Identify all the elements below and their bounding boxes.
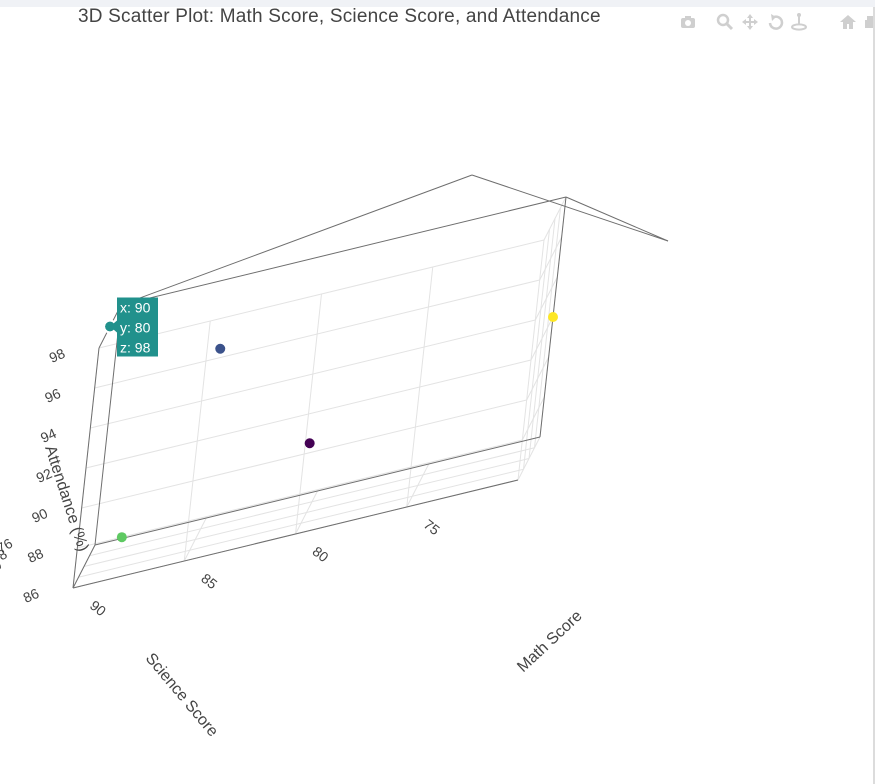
right-edge <box>873 7 875 784</box>
z-tick-label: 86 <box>21 585 42 606</box>
y-axis-title: Science Score <box>142 650 221 740</box>
camera-icon[interactable] <box>678 12 698 32</box>
z-axis-title: Attendance (%) <box>41 444 91 554</box>
frame-edge-top-right <box>471 174 669 242</box>
grid-line-z-back <box>94 279 540 389</box>
frame-edge-top-right-short <box>565 196 669 242</box>
frame-edge-bottom-front <box>94 436 541 546</box>
hover-box <box>110 297 158 357</box>
x-tick-label: 85 <box>198 570 220 592</box>
data-points[interactable] <box>105 312 558 543</box>
z-tick-label: 90 <box>29 505 50 526</box>
hover-tooltip: x: 90 y: 80 z: 98 <box>103 297 158 357</box>
data-point[interactable] <box>116 532 127 543</box>
z-tick-label: 88 <box>25 545 46 566</box>
y-tick-label: 78 <box>0 545 10 567</box>
data-point[interactable] <box>548 312 558 322</box>
z-tick-label: 96 <box>42 385 63 406</box>
reset-camera-icon[interactable] <box>861 12 873 32</box>
grid-line-z-back <box>85 359 532 469</box>
y-tick-label: 80 <box>0 556 4 578</box>
x-tick-label: 80 <box>310 543 332 565</box>
orbit-rotation-icon[interactable] <box>766 12 786 32</box>
top-strip <box>0 0 875 7</box>
grid-line-z-back <box>81 399 527 509</box>
grid-line-z-side <box>534 276 558 321</box>
chart-title: 3D Scatter Plot: Math Score, Science Sco… <box>78 6 601 27</box>
frame-edge-left-vertical <box>94 304 122 546</box>
x-tick-label: 75 <box>421 516 443 538</box>
z-tick-label: 98 <box>47 345 68 366</box>
axis-frame <box>72 174 669 589</box>
frame-edge-top-back <box>120 174 473 306</box>
x-axis-line <box>72 479 519 589</box>
grid-line-z-back <box>90 319 536 429</box>
grid-line-z-side <box>543 196 567 241</box>
grid-line-z-side <box>539 236 563 281</box>
grid-line-z-side <box>526 356 550 401</box>
x-axis-title: Math Score <box>514 608 586 676</box>
grid-line-z-side <box>530 316 554 361</box>
hover-label: z: 98 <box>120 340 151 356</box>
x-tick-label: 90 <box>87 597 109 619</box>
turntable-rotation-icon[interactable] <box>789 12 809 32</box>
grid-line-z-back <box>77 439 523 549</box>
grid-line-y-floor <box>89 447 535 557</box>
grid-line-y-floor <box>83 458 530 567</box>
data-point[interactable] <box>215 343 226 354</box>
zoom-icon[interactable] <box>715 12 735 32</box>
z-tick-label: 94 <box>38 425 59 446</box>
home-icon[interactable] <box>838 12 858 32</box>
pan-icon[interactable] <box>740 12 760 32</box>
grid-line-z-side <box>521 396 545 441</box>
hover-label: x: 90 <box>120 300 151 316</box>
y-axis-line <box>72 544 96 589</box>
hover-label: y: 80 <box>120 320 151 336</box>
grid-line-z-back <box>98 239 545 349</box>
grid-lines <box>72 196 567 589</box>
data-point[interactable] <box>304 438 315 449</box>
z-tick-label: 92 <box>34 465 55 486</box>
frame-edge-top-front <box>120 196 567 306</box>
z-axis-line <box>72 347 100 589</box>
grid-line-y-floor <box>78 468 524 578</box>
